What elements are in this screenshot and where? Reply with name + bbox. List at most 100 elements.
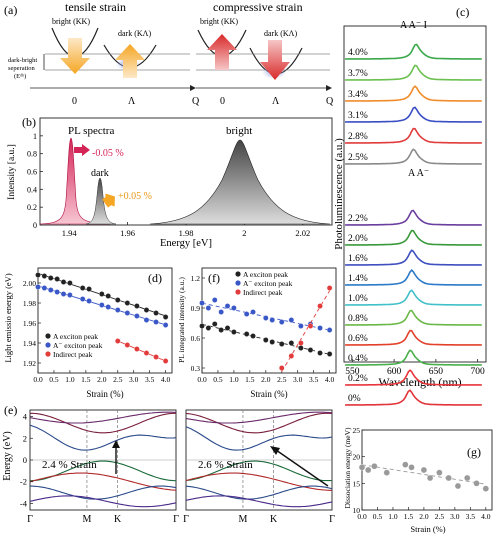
data-point: [67, 292, 73, 298]
k-point-label: K: [270, 514, 278, 525]
data-point: [326, 351, 333, 357]
e-ytick-label: 0: [23, 455, 27, 465]
band-line: [29, 472, 177, 491]
strain-label: 1.6%: [348, 254, 368, 264]
pl-spectrum-2.5%: [344, 148, 482, 165]
panel-b: (b) 0 0.2 0.4 0.6 0.8 1 1.94 1.96 1.98 2 2.02 Int…: [7, 115, 333, 249]
data-point: [317, 350, 323, 356]
b-ytick-label: 0: [33, 221, 37, 230]
ytick-label: 2.00: [23, 279, 36, 288]
dark-peak-label: dark: [91, 168, 109, 179]
b-ytick-label: 0.8: [27, 150, 37, 159]
data-point: [402, 461, 409, 468]
data-point: [250, 309, 256, 315]
data-point: [41, 285, 48, 291]
strain-label: 2.8%: [348, 132, 368, 142]
data-point: [269, 317, 275, 323]
panel-a: (a) tensile strain compressive strain br…: [4, 0, 334, 107]
xtick-label: 1.5: [245, 375, 255, 384]
k-point-label: M: [238, 514, 247, 525]
data-point: [60, 291, 67, 297]
panel-g-label: (g): [467, 445, 481, 459]
strain-label: 1.0%: [348, 294, 368, 304]
xtick-label: 3.5: [145, 375, 155, 384]
data-point: [134, 346, 140, 352]
q-axis-arrowhead-left: [190, 85, 196, 91]
data-point: [298, 340, 304, 346]
panel-d: (d) Light emissio energy (eV) Strain (%)…: [3, 267, 173, 399]
pl-peak: [39, 137, 111, 225]
data-point: [250, 333, 256, 339]
data-point: [445, 474, 452, 482]
strain-label: 0.4%: [348, 354, 368, 364]
panel-g: (g) Dissociation energy (meV) Strain (%)…: [343, 426, 493, 534]
data-point: [54, 276, 60, 282]
data-point: [473, 480, 480, 487]
data-point: [231, 305, 237, 311]
b-xtick-label: 1.94: [62, 228, 78, 238]
data-point: [99, 302, 105, 308]
panel-c-xticks: 550 600 650 700: [345, 359, 485, 377]
pl-spectrum-3.4%: [344, 85, 482, 102]
band-line: [185, 460, 333, 482]
c-xtick-label: 550: [345, 367, 360, 377]
data-point: [143, 317, 150, 323]
xtick-label: 2.5: [435, 512, 445, 521]
data-point: [426, 474, 434, 482]
strain-label: 0.6%: [348, 334, 368, 344]
panel-c-frame: [343, 25, 487, 363]
e-ytick-label: 4: [23, 412, 28, 422]
xtick-label: 1.0: [65, 375, 75, 384]
panel-c-ylabel: Photoluminescence (a.u.): [333, 138, 345, 250]
b-ytick-label: 0.6: [27, 168, 37, 177]
xtick-label: 4.0: [161, 375, 171, 384]
q-axis-arrowhead-right: [326, 85, 332, 91]
red-up-arrow-right: [207, 34, 237, 70]
data-point: [464, 474, 471, 482]
xtick-label: 0.0: [197, 375, 207, 384]
orange-down-arrow-left: [60, 38, 90, 74]
data-point: [371, 463, 378, 470]
legend-label: A⁻ exciton peak: [53, 341, 103, 350]
data-point: [124, 342, 131, 348]
data-point: [279, 319, 285, 325]
data-point: [134, 303, 140, 309]
data-point: [454, 482, 462, 490]
data-point: [153, 319, 159, 325]
xtick-label: 1.0: [229, 375, 239, 384]
data-point: [99, 291, 105, 297]
pl-spectrum-0.2%: [344, 369, 482, 386]
data-point: [482, 485, 489, 492]
xtick-label: 3.0: [450, 512, 460, 521]
panel-c-spectra: 4.0% 3.7% 3.4% 3.1% 2.8% 2.5% 2.2% 2.0% 1.6% 1.4%…: [344, 43, 482, 406]
b-ytick-label: 0.2: [27, 203, 37, 212]
data-point: [86, 286, 92, 292]
strain-label: 1.4%: [348, 274, 368, 284]
panel-d-frame: [37, 267, 173, 374]
data-point: [288, 317, 295, 323]
xtick-label: 4.0: [325, 375, 335, 384]
data-point: [383, 469, 390, 476]
pl-spectrum-0.6%: [344, 329, 482, 346]
xtick-label: 2.5: [277, 375, 287, 384]
xtick-label: 1.5: [404, 512, 414, 521]
data-point: [124, 310, 131, 316]
panel-c-label: (c): [456, 5, 469, 19]
data-point: [67, 280, 73, 286]
data-point: [420, 466, 428, 474]
panel-d-xlabel: Strain (%): [86, 389, 123, 399]
panel-e: (e) Energy (eV) Γ M K Γ 2.4 % Strain Γ M K Γ 2.6 …: [2, 403, 335, 525]
xtick-label: 0.5: [213, 375, 223, 384]
legend-label: A⁻ exciton peak: [243, 279, 293, 288]
legend-label: A exciton peak: [53, 332, 98, 341]
ytick-label: 20: [353, 453, 361, 462]
data-point: [279, 365, 285, 371]
ytick-label: 15: [353, 479, 361, 488]
pl-spectrum-3.1%: [344, 106, 482, 123]
k-point-label: Γ: [27, 514, 33, 525]
bright-peak-label: bright: [226, 125, 252, 137]
b-ytick-label: 1: [33, 132, 37, 141]
legend-label: A exciton peak: [243, 270, 288, 279]
strain-label: 3.4%: [348, 90, 368, 100]
data-point: [105, 304, 111, 310]
